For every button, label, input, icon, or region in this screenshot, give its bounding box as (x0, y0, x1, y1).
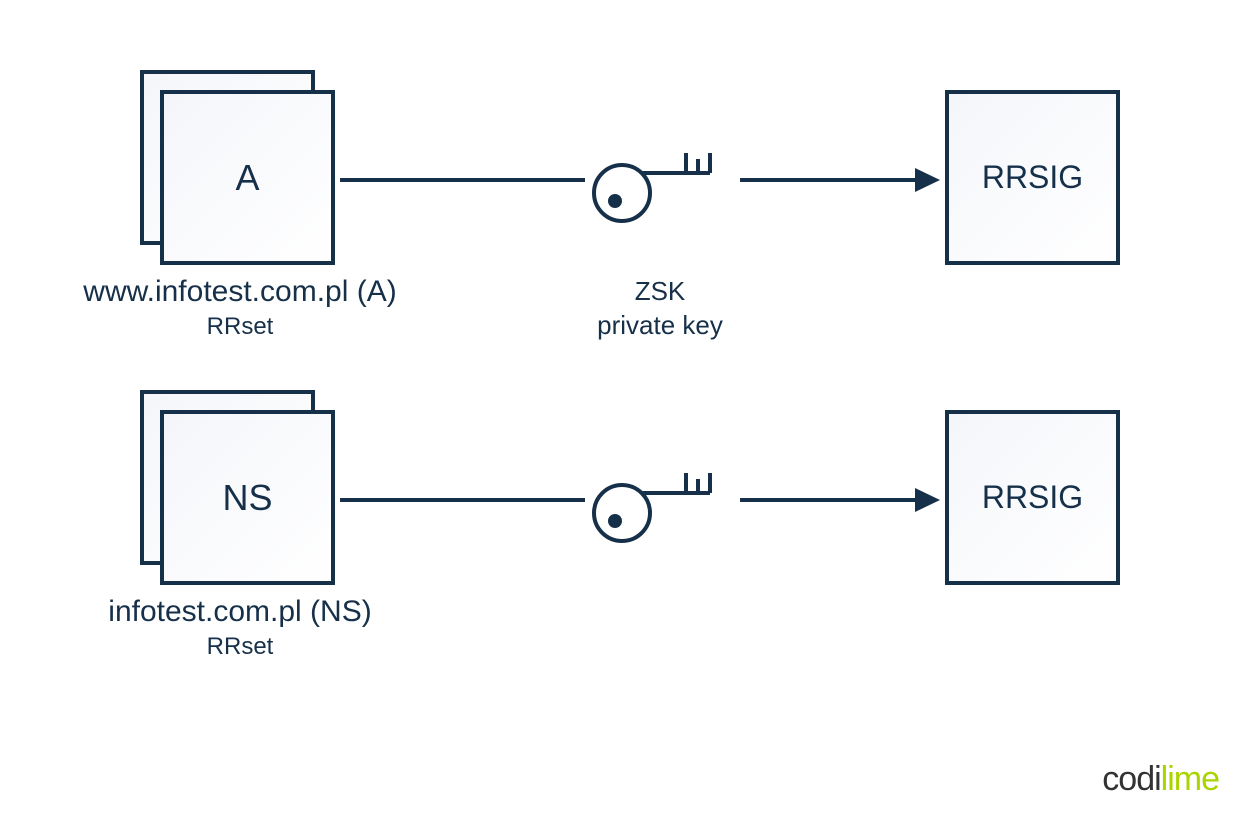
connector-line-2 (340, 498, 585, 502)
key-label-line2: private key (560, 309, 760, 343)
logo-part1: codi (1102, 760, 1160, 798)
arrow-1 (740, 166, 940, 194)
domain-label-ns: infotest.com.pl (NS) (65, 595, 415, 629)
rrset-a-labels: www.infotest.com.pl (A) RRset (65, 275, 415, 341)
logo-part2: lime (1161, 760, 1219, 798)
zsk-key-icon-2 (590, 465, 730, 545)
rrsig-box-2: RRSIG (945, 410, 1120, 585)
rrset-ns-labels: infotest.com.pl (NS) RRset (65, 595, 415, 661)
stack-front-box: A (160, 90, 335, 265)
zsk-key-icon-1 (590, 145, 730, 225)
row-ns-record: NS infotest.com.pl (NS) RRset (80, 390, 1180, 670)
rrsig-label-2: RRSIG (982, 479, 1083, 516)
sub-label-a: RRset (65, 313, 415, 341)
stack-front-box-2: NS (160, 410, 335, 585)
record-type-ns: NS (222, 477, 272, 519)
domain-label-a: www.infotest.com.pl (A) (65, 275, 415, 309)
record-type-a: A (235, 157, 259, 199)
rrsig-box-1: RRSIG (945, 90, 1120, 265)
rrsig-label-1: RRSIG (982, 159, 1083, 196)
arrow-2 (740, 486, 940, 514)
diagram-container: A www.infotest.com.pl (A) RRset ZSK (80, 70, 1180, 710)
key-labels-1: ZSK private key (560, 275, 760, 343)
rrset-stack-ns: NS (140, 390, 315, 565)
key-label-line1: ZSK (560, 275, 760, 309)
row-a-record: A www.infotest.com.pl (A) RRset ZSK (80, 70, 1180, 350)
rrset-stack-a: A (140, 70, 315, 245)
codilime-logo: codilime (1102, 760, 1219, 799)
sub-label-ns: RRset (65, 633, 415, 661)
connector-line-1 (340, 178, 585, 182)
